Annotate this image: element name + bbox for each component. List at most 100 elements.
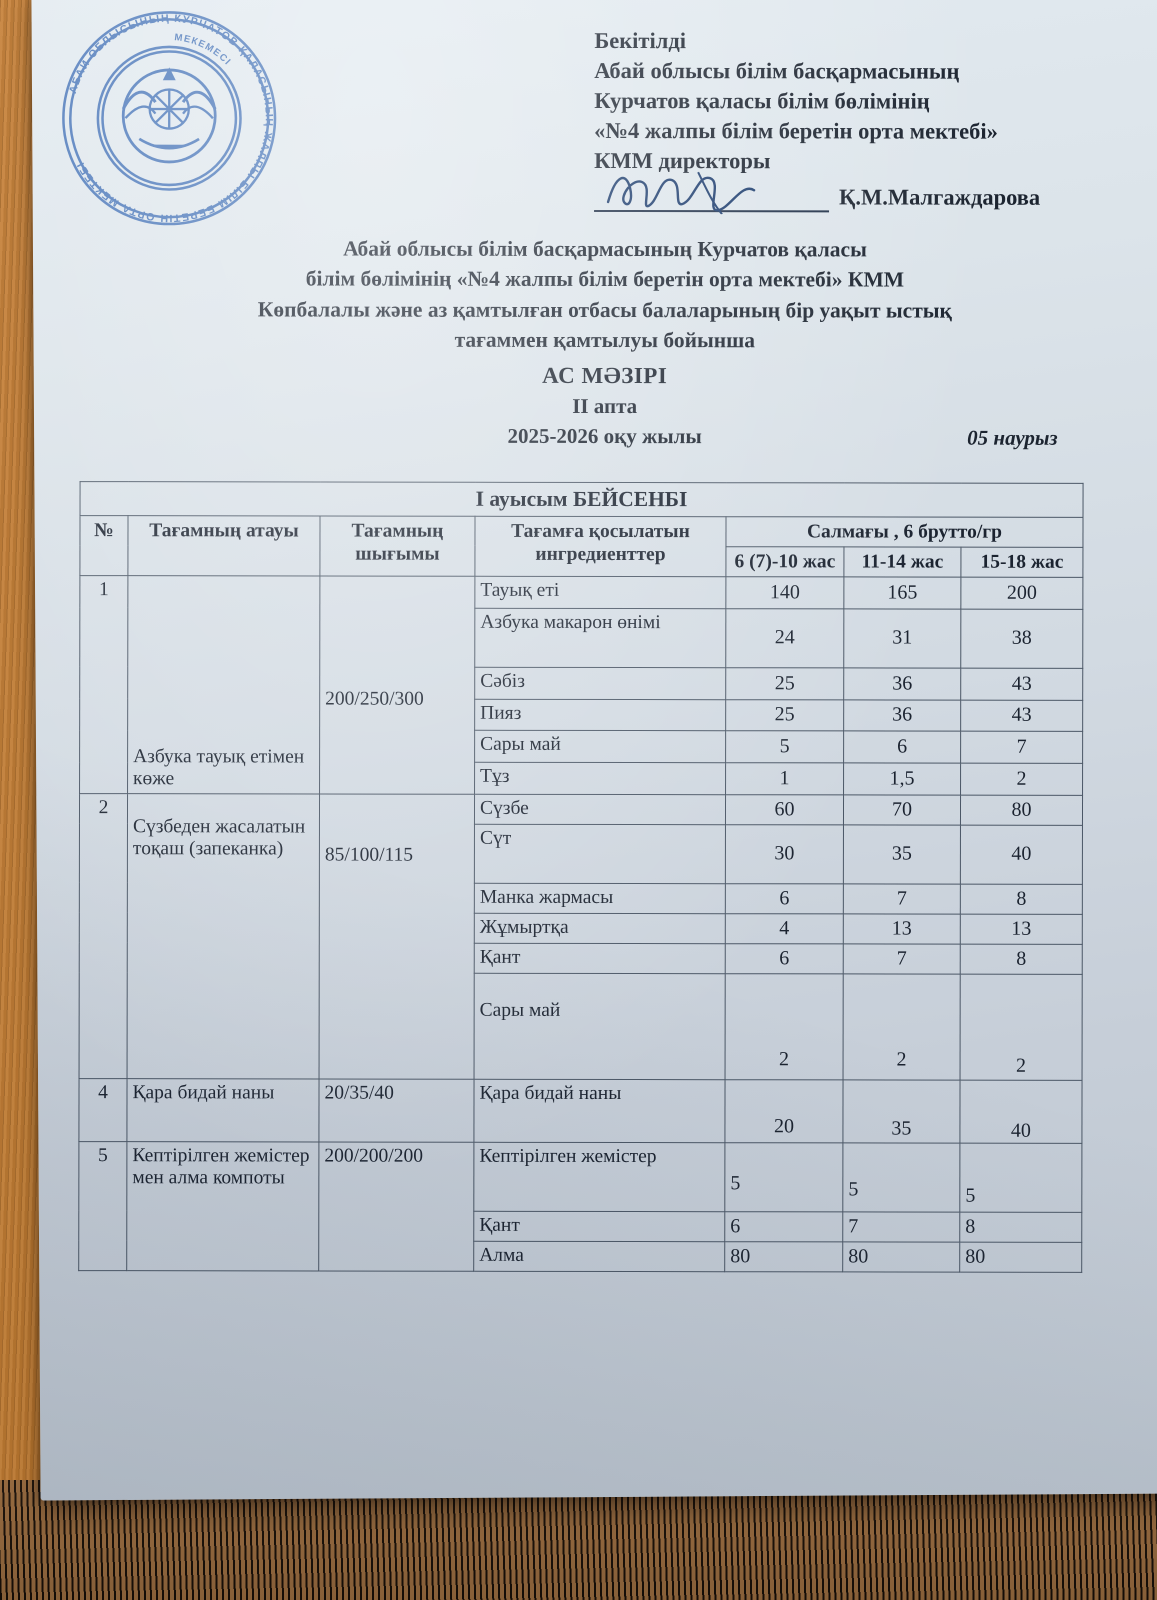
dish-output: 200/200/200: [318, 1141, 474, 1272]
dish-output: 200/250/300: [319, 575, 475, 795]
ingredient-weight-15-18: 40: [960, 825, 1083, 885]
shift-header-row: I ауысым БЕЙСЕНБІ: [80, 481, 1084, 518]
table-row: 5 Кептірілген жемістер мен алма компоты …: [78, 1141, 1082, 1272]
ingredient-weight-11-14: 7: [842, 1211, 960, 1243]
row-number: 1: [79, 575, 128, 794]
ingredient-weight-6-10: 25: [725, 699, 844, 732]
ingredient-weight-15-18: 8: [959, 1212, 1082, 1243]
handwritten-signature-icon: [606, 171, 756, 214]
ingredient-name: Сары май: [474, 973, 726, 1080]
approval-line-4: «№4 жалпы білім беретін орта мектебі»: [594, 117, 998, 144]
ingredient-weight-11-14: 70: [843, 794, 961, 826]
ingredient-weight-11-14: 7: [843, 883, 961, 915]
table-row: 2 Сүзбеден жасалатын тоқаш (запеканка) 8…: [79, 793, 1083, 1080]
ingredient-weight-6-10: 80: [724, 1241, 843, 1272]
ingredient-weight-11-14: 5: [842, 1142, 960, 1213]
table-row: 4 Қара бидай наны 20/35/40 Қара бидай на…: [78, 1078, 1083, 1144]
ingredient-weight-15-18: 5: [959, 1143, 1082, 1213]
document-content: АБАЙ ОБЛЫСЫНЫҢ КУРЧАТОВ ҚАЛАСЫНЫҢ ЖАЛПЫ …: [34, 0, 1157, 1273]
dish-name: Кептірілген жемістер мен алма компоты: [126, 1141, 319, 1271]
approval-line-1: Бекітілді: [594, 27, 687, 54]
ingredient-weight-15-18: 43: [960, 667, 1083, 700]
ingredient-weight-11-14: 36: [843, 699, 961, 732]
ingredient-weight-15-18: 40: [959, 1080, 1083, 1144]
ingredient-weight-11-14: 80: [842, 1241, 960, 1273]
ingredient-name: Сүт: [474, 824, 726, 884]
row-number: 5: [78, 1141, 127, 1271]
approval-line-3: Курчатов қаласы білім бөлімінің: [594, 87, 930, 114]
ingredient-weight-6-10: 30: [725, 824, 844, 884]
ingredient-weight-6-10: 6: [725, 883, 844, 914]
title-line-4: тағаммен қамтылуы бойынша: [454, 327, 756, 353]
ingredient-name: Алма: [473, 1241, 725, 1272]
signatory-name: Қ.М.Малгаждарова: [839, 184, 1041, 210]
ingredient-weight-15-18: 8: [960, 944, 1083, 975]
document-title-block: Абай облысы білім басқармасының Курчатов…: [74, 233, 1136, 453]
ingredient-weight-6-10: 2: [725, 973, 844, 1080]
ingredient-name: Қант: [474, 943, 726, 974]
ingredient-name: Тұз: [474, 762, 726, 795]
ingredient-weight-15-18: 2: [960, 763, 1083, 796]
ingredient-weight-6-10: 6: [724, 1211, 843, 1242]
ingredient-weight-6-10: 140: [725, 576, 844, 609]
paper-sheet: АБАЙ ОБЛЫСЫНЫҢ КУРЧАТОВ ҚАЛАСЫНЫҢ ЖАЛПЫ …: [31, 0, 1157, 1501]
ingredient-weight-15-18: 8: [960, 884, 1083, 915]
row-number: 4: [78, 1078, 128, 1142]
ingredient-weight-15-18: 38: [960, 608, 1083, 669]
title-line-1: Абай облысы білім басқармасының Курчатов…: [343, 236, 867, 262]
dish-name: Қара бидай наны: [126, 1078, 320, 1142]
col-header-age-15-18: 15-18 жас: [960, 547, 1083, 578]
ingredient-weight-6-10: 20: [724, 1079, 844, 1143]
title-line-3: Көпбалалы және аз қамтылған отбасы балал…: [257, 297, 952, 323]
ingredient-weight-11-14: 6: [843, 731, 961, 764]
ingredient-weight-6-10: 25: [725, 667, 844, 700]
ingredient-weight-15-18: 80: [960, 795, 1083, 826]
ingredient-weight-11-14: 1,5: [843, 763, 961, 796]
title-line-2: білім бөлімінің «№4 жалпы білім беретін …: [305, 266, 905, 292]
ingredient-weight-15-18: 2: [960, 974, 1083, 1081]
col-header-no: №: [79, 515, 129, 576]
table-row: 1 Азбука тауық етімен көже 200/250/300 Т…: [79, 575, 1083, 795]
ingredient-weight-15-18: 43: [960, 699, 1083, 732]
ingredient-name: Сүзбе: [474, 794, 726, 825]
ingredient-name: Сары май: [474, 730, 726, 763]
dish-name: Сүзбеден жасалатын тоқаш (запеканка): [127, 793, 320, 1079]
ingredient-weight-11-14: 35: [843, 824, 961, 885]
ingredient-weight-6-10: 5: [724, 1142, 843, 1212]
ingredient-weight-11-14: 2: [843, 973, 961, 1081]
ingredient-name: Сәбіз: [474, 667, 726, 700]
col-header-age-11-14: 11-14 жас: [843, 546, 961, 578]
approval-block: АБАЙ ОБЛЫСЫНЫҢ КУРЧАТОВ ҚАЛАСЫНЫҢ ЖАЛПЫ …: [62, 11, 1136, 226]
official-stamp-icon: АБАЙ ОБЛЫСЫНЫҢ КУРЧАТОВ ҚАЛАСЫНЫҢ ЖАЛПЫ …: [62, 11, 277, 226]
page-title: АС МӘЗІРІ: [542, 362, 668, 388]
approval-line-2: Абай облысы білім басқармасының: [594, 57, 960, 84]
svg-text:АБАЙ ОБЛЫСЫНЫҢ КУРЧАТОВ ҚАЛАСЫ: АБАЙ ОБЛЫСЫНЫҢ КУРЧАТОВ ҚАЛАСЫНЫҢ ЖАЛПЫ …: [67, 12, 275, 224]
ingredient-weight-11-14: 31: [843, 608, 961, 668]
ingredient-name: Тауық еті: [474, 576, 726, 609]
col-header-dish-output: Тағамның шығымы: [319, 515, 476, 577]
shift-label: I ауысым БЕЙСЕНБІ: [80, 481, 1084, 518]
ingredient-weight-15-18: 80: [959, 1242, 1082, 1273]
table-header-row: № Тағамның атауы Тағамның шығымы Тағамға…: [79, 515, 1084, 577]
ingredient-name: Қара бидай наны: [473, 1079, 726, 1143]
row-number: 2: [79, 793, 128, 1079]
ingredient-weight-11-14: 13: [843, 913, 961, 945]
ingredient-weight-11-14: 7: [843, 943, 961, 975]
menu-table: I ауысым БЕЙСЕНБІ № Тағамның атауы Тағам…: [78, 481, 1084, 1273]
week-label: II апта: [572, 394, 638, 419]
ingredient-weight-11-14: 36: [843, 667, 961, 700]
signature-line: Қ.М.Малгаждарова: [594, 171, 1136, 214]
ingredient-weight-6-10: 24: [725, 608, 844, 668]
dish-output: 85/100/115: [319, 793, 475, 1080]
menu-table-body: 1 Азбука тауық етімен көже 200/250/300 Т…: [78, 575, 1083, 1273]
ingredient-name: Пияз: [474, 698, 726, 732]
col-header-age-6-10: 6 (7)-10 жас: [725, 546, 844, 577]
signature-rule: [594, 171, 830, 214]
ingredient-weight-6-10: 4: [725, 913, 844, 944]
ingredient-weight-11-14: 35: [842, 1079, 961, 1144]
ingredient-weight-11-14: 165: [843, 576, 961, 609]
desk-edge: [0, 1480, 1157, 1600]
ingredient-weight-15-18: 7: [960, 731, 1083, 764]
ingredient-name: Азбука макарон өнімі: [474, 608, 726, 668]
ingredient-name: Кептірілген жемістер: [473, 1142, 725, 1212]
